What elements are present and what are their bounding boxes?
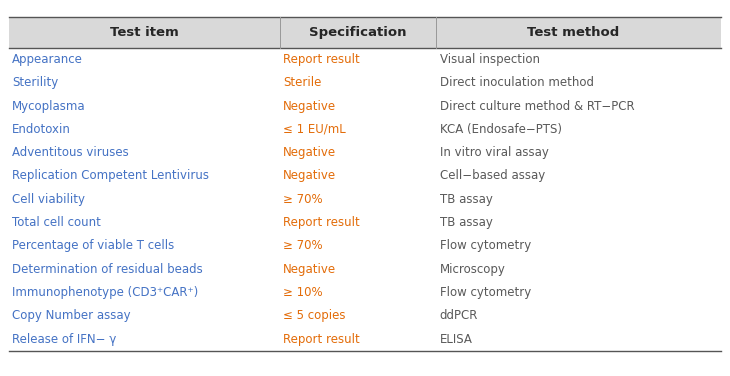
Text: ELISA: ELISA: [439, 333, 473, 346]
Text: In vitro viral assay: In vitro viral assay: [439, 146, 549, 159]
Text: Appearance: Appearance: [12, 53, 83, 66]
Text: ≥ 70%: ≥ 70%: [283, 240, 323, 252]
Text: Report result: Report result: [283, 216, 360, 229]
Text: Sterility: Sterility: [12, 76, 58, 89]
Text: Determination of residual beads: Determination of residual beads: [12, 263, 203, 276]
Text: Cell viability: Cell viability: [12, 193, 85, 206]
Text: Sterile: Sterile: [283, 76, 321, 89]
Text: Flow cytometry: Flow cytometry: [439, 286, 531, 299]
Text: Percentage of viable T cells: Percentage of viable T cells: [12, 240, 174, 252]
Bar: [9, 17, 721, 48]
Text: Mycoplasma: Mycoplasma: [12, 100, 86, 112]
Text: ≤ 1 EU/mL: ≤ 1 EU/mL: [283, 123, 346, 136]
Text: Negative: Negative: [283, 263, 337, 276]
Text: ≥ 10%: ≥ 10%: [283, 286, 323, 299]
Text: TB assay: TB assay: [439, 216, 493, 229]
Text: KCA (Endosafe−PTS): KCA (Endosafe−PTS): [439, 123, 562, 136]
Text: Direct inoculation method: Direct inoculation method: [439, 76, 593, 89]
Text: ddPCR: ddPCR: [439, 309, 478, 322]
Text: Cell−based assay: Cell−based assay: [439, 170, 545, 182]
Text: Negative: Negative: [283, 146, 337, 159]
Text: Flow cytometry: Flow cytometry: [439, 240, 531, 252]
Text: Copy Number assay: Copy Number assay: [12, 309, 131, 322]
Text: TB assay: TB assay: [439, 193, 493, 206]
Text: Visual inspection: Visual inspection: [439, 53, 539, 66]
Text: Report result: Report result: [283, 53, 360, 66]
Text: Direct culture method & RT−PCR: Direct culture method & RT−PCR: [439, 100, 634, 112]
Text: Microscopy: Microscopy: [439, 263, 506, 276]
Text: ≤ 5 copies: ≤ 5 copies: [283, 309, 345, 322]
Text: Specification: Specification: [309, 26, 407, 39]
Text: Test method: Test method: [527, 26, 620, 39]
Text: Total cell count: Total cell count: [12, 216, 101, 229]
Text: Release of IFN− γ: Release of IFN− γ: [12, 333, 117, 346]
Text: Negative: Negative: [283, 100, 337, 112]
Text: Report result: Report result: [283, 333, 360, 346]
Text: Test item: Test item: [110, 26, 179, 39]
Text: Replication Competent Lentivirus: Replication Competent Lentivirus: [12, 170, 210, 182]
Text: Endotoxin: Endotoxin: [12, 123, 72, 136]
Text: Negative: Negative: [283, 170, 337, 182]
Text: Adventitous viruses: Adventitous viruses: [12, 146, 129, 159]
Text: Immunophenotype (CD3⁺CAR⁺): Immunophenotype (CD3⁺CAR⁺): [12, 286, 199, 299]
Text: ≥ 70%: ≥ 70%: [283, 193, 323, 206]
